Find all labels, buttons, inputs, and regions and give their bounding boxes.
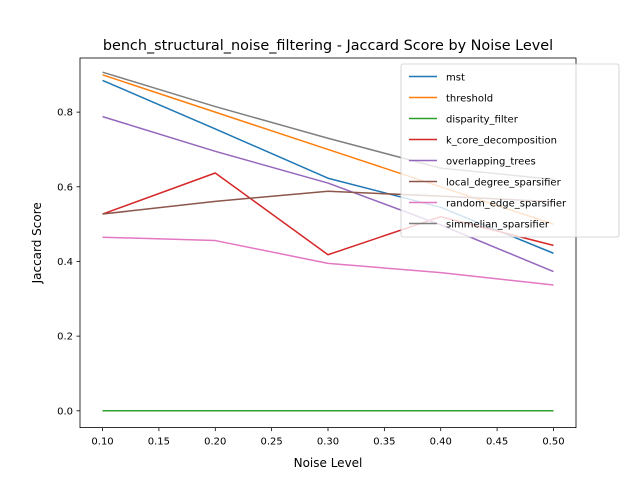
legend-label: disparity_filter — [446, 115, 519, 126]
x-tick-label: 0.20 — [204, 437, 226, 448]
legend-frame — [400, 63, 620, 238]
series-line-random-edge-sparsifier — [102, 236, 554, 286]
x-axis-ticks: 0.10 0.15 0.20 0.25 0.30 0.35 0.40 0.45 0.50 — [91, 427, 565, 448]
x-axis-label: Noise Level — [294, 456, 363, 470]
legend-label: mst — [446, 73, 465, 84]
x-tick-label: 0.15 — [148, 437, 170, 448]
y-tick-label: 0.0 — [57, 406, 73, 417]
y-axis-ticks: 0.0 0.2 0.4 0.6 0.8 — [57, 108, 80, 417]
y-tick-label: 0.4 — [57, 257, 73, 268]
x-tick-label: 0.35 — [373, 437, 395, 448]
x-tick-label: 0.45 — [486, 437, 508, 448]
x-tick-label: 0.50 — [542, 437, 564, 448]
legend-label: local_degree_sparsifier — [446, 178, 562, 189]
series-layer — [102, 71, 554, 412]
legend-label: k_core_decomposition — [446, 136, 557, 147]
x-tick-label: 0.25 — [261, 437, 283, 448]
legend-label: random_edge_sparsifier — [446, 199, 567, 210]
x-tick-label: 0.10 — [91, 437, 113, 448]
x-tick-label: 0.30 — [317, 437, 339, 448]
legend: mst threshold disparity_filter k_core_decom… — [400, 63, 620, 238]
y-tick-label: 0.6 — [57, 182, 73, 193]
legend-label: threshold — [446, 94, 493, 105]
y-axis-label: Jaccard Score — [30, 202, 44, 284]
y-tick-label: 0.8 — [57, 108, 73, 119]
legend-items: mst threshold disparity_filter k_core_decom… — [409, 73, 567, 231]
chart-title: bench_structural_noise_filtering - Jacca… — [103, 38, 553, 54]
series-line-overlapping-trees — [102, 115, 554, 273]
legend-label: simmelian_sparsifier — [446, 220, 550, 231]
plot-frame — [79, 57, 577, 429]
x-tick-label: 0.40 — [430, 437, 452, 448]
legend-label: overlapping_trees — [446, 157, 536, 168]
y-tick-label: 0.2 — [57, 332, 73, 343]
